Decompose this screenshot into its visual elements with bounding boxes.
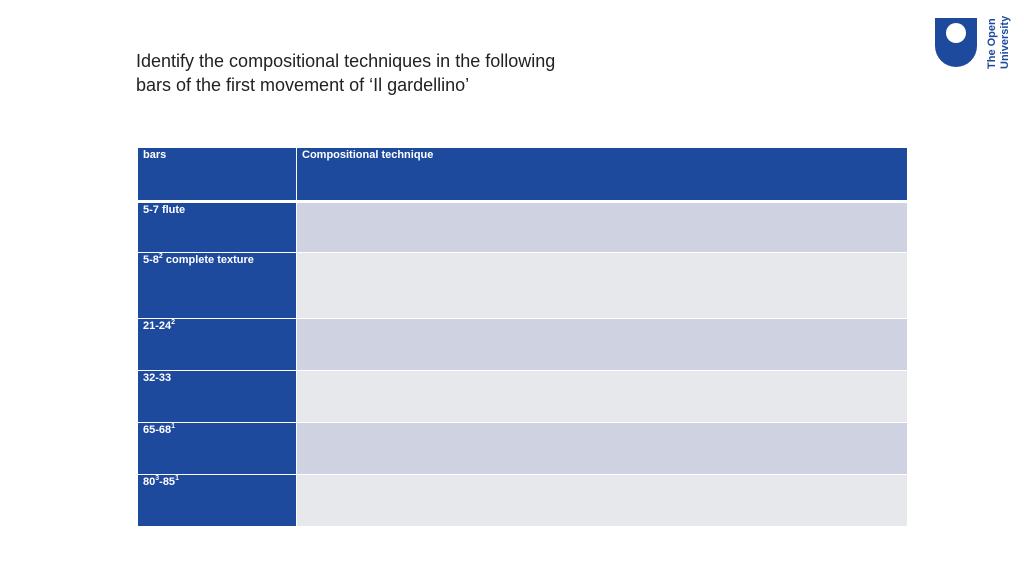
logo-text-line-2: University [999, 16, 1011, 69]
technique-cell[interactable] [296, 370, 908, 423]
row-label: 803-851 [137, 474, 297, 527]
technique-cell[interactable] [296, 318, 908, 371]
header-technique: Compositional technique [296, 147, 908, 203]
table-row: 65-681 [137, 422, 908, 475]
table-row: 21-242 [137, 318, 908, 371]
page-title: Identify the compositional techniques in… [136, 49, 656, 97]
open-university-logo: The Open University [935, 16, 1011, 69]
row-label: 65-681 [137, 422, 297, 475]
header-bars: bars [137, 147, 297, 203]
techniques-table: bars Compositional technique 5-7 flute 5… [137, 147, 908, 527]
technique-cell[interactable] [296, 422, 908, 475]
technique-cell[interactable] [296, 474, 908, 527]
technique-cell[interactable] [296, 252, 908, 319]
title-line-2: bars of the first movement of ‘Il gardel… [136, 75, 470, 95]
row-label: 5-7 flute [137, 201, 297, 253]
row-label: 32-33 [137, 370, 297, 423]
row-label: 5-82 complete texture [137, 252, 297, 319]
row-label: 21-242 [137, 318, 297, 371]
logo-text-line-1: The Open [986, 18, 998, 69]
table-row: 803-851 [137, 474, 908, 527]
technique-cell[interactable] [296, 201, 908, 253]
table-row: 5-7 flute [137, 201, 908, 253]
title-line-1: Identify the compositional techniques in… [136, 51, 556, 71]
table-row: 5-82 complete texture [137, 252, 908, 319]
table-header-row: bars Compositional technique [137, 147, 908, 203]
table-row: 32-33 [137, 370, 908, 423]
